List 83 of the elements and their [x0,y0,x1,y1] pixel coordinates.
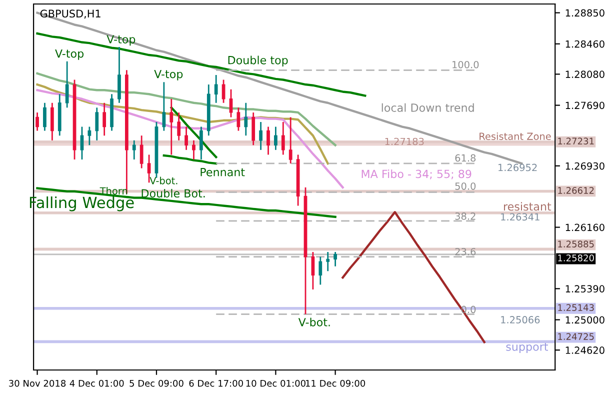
x-tick-label: 6 Dec 17:00 [189,380,243,387]
candlestick [184,126,188,151]
ref-line-label: 1.25885 [558,240,594,248]
x-tick-label: 11 Dec 09:00 [306,380,366,387]
candlestick [80,126,84,160]
annotation: V-top [154,70,183,80]
annotation: 1.26341 [501,213,540,221]
annotation: MA Fibo - 34; 55; 89 [362,170,472,180]
x-tick-label: 30 Nov 2018 [9,380,66,387]
line-series [36,32,366,97]
annotation: V-top [55,49,84,60]
candlestick [288,116,292,164]
annotation: Double top [228,56,288,66]
candlestick [140,134,144,169]
annotation: 38.2 [455,212,476,220]
annotation: 23.6 [455,248,476,256]
candlestick [236,106,240,132]
annotation: 1.26952 [498,164,537,172]
annotation: 1.27183 [385,138,424,146]
annotation: V-bot. [298,318,330,326]
candlestick [200,126,203,160]
line-series [36,83,329,165]
candlestick [222,79,226,104]
annotation: 50.0 [455,182,476,190]
y-tick-label: 1.25390 [566,285,604,292]
y-tick-label: 1.28080 [566,70,604,78]
x-tick-label: 10 Dec 01:00 [246,380,306,387]
ref-line-label: resistant [504,202,552,211]
candlestick [118,46,121,104]
line-series [162,154,218,165]
line-series [342,211,486,344]
candlestick [162,81,166,132]
y-tick-label: 1.27690 [566,102,604,110]
line-series [36,72,336,146]
ref-line-label: 1.26612 [558,187,594,194]
candlestick [266,126,270,156]
candlestick [102,102,106,136]
y-tick-label: 1.26160 [566,224,604,232]
ref-line-label: 1.27231 [558,138,594,144]
candlestick [244,102,248,136]
candlestick [65,60,69,108]
candlestick [132,140,136,160]
ref-line-label: 1.24725 [558,333,594,340]
candlestick [95,106,99,142]
candlestick [252,112,256,146]
annotation: 61.8 [455,154,476,162]
candlestick [43,102,46,132]
chart-title: GBPUSD,H1 [40,10,100,19]
candlestick [274,126,278,151]
annotation: 1.25066 [501,316,540,324]
candlestick [318,256,322,286]
annotation: V-top [106,35,136,46]
ref-line-label: 1.25820 [558,254,594,262]
candlestick [88,126,92,146]
y-tick-label: 1.28460 [566,40,604,48]
annotation: Pennant [200,168,245,176]
candlestick [170,98,174,156]
candlestick [192,140,196,160]
annotation: V-bot. [150,176,178,184]
annotation: 100.0 [452,60,479,68]
candlestick [50,102,54,142]
candlestick [334,251,337,268]
annotation: support [506,342,548,354]
candlestick [259,121,262,151]
candlestick [214,74,218,104]
y-tick-label: 1.25000 [566,316,604,324]
line-series [170,106,218,158]
ref-line-label: 1.25143 [558,304,594,311]
x-tick-label: 4 Dec 01:00 [70,380,124,387]
y-tick-label: 1.26930 [566,162,604,170]
y-tick-label: 1.24620 [566,346,604,354]
annotation: Double Bot. [142,188,205,198]
annotation: local Down trend [382,103,474,112]
candlestick [177,112,181,142]
candlestick [326,251,330,272]
line-series [36,12,523,165]
candlestick [36,112,39,132]
candlestick [229,88,233,118]
candlestick [147,154,151,184]
y-tick-label: 1.28850 [566,9,604,17]
x-tick-label: 5 Dec 09:00 [130,380,184,387]
band-label: Resistant Zone [480,132,551,140]
candlestick [281,121,285,156]
